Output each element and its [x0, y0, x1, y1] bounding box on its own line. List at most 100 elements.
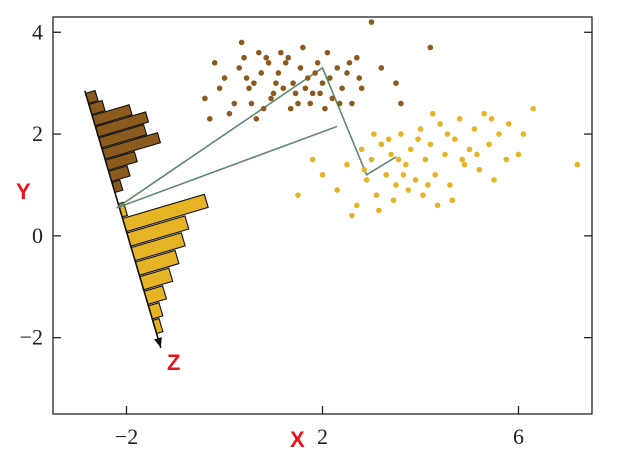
- point-series-b: [471, 126, 478, 132]
- point-series-a: [238, 39, 245, 46]
- point-series-b: [456, 115, 463, 122]
- histograms: [84, 89, 209, 335]
- point-series-b: [407, 146, 414, 153]
- point-series-b: [496, 131, 502, 137]
- point-series-b: [398, 131, 404, 137]
- point-series-a: [319, 80, 326, 86]
- z-axis-letter: Z: [167, 350, 180, 375]
- point-series-a: [253, 115, 260, 122]
- point-series-b: [427, 141, 434, 148]
- point-series-a: [427, 44, 434, 51]
- point-series-a: [309, 90, 316, 97]
- point-series-b: [415, 136, 421, 142]
- point-series-b: [378, 141, 385, 148]
- y-tick-label: 4: [32, 19, 43, 44]
- point-series-a: [241, 54, 247, 61]
- point-series-b: [476, 166, 483, 173]
- point-series-a: [314, 60, 321, 66]
- point-series-b: [530, 105, 536, 112]
- point-series-a: [324, 49, 331, 56]
- point-series-b: [474, 151, 480, 158]
- point-series-a: [349, 100, 355, 107]
- point-series-b: [442, 151, 448, 158]
- point-series-a: [285, 54, 292, 61]
- point-series-b: [390, 197, 397, 204]
- point-series-b: [361, 166, 367, 173]
- point-series-b: [309, 156, 316, 163]
- scatter-points: [202, 19, 581, 219]
- point-series-a: [292, 90, 299, 97]
- point-series-b: [417, 126, 424, 132]
- point-series-a: [290, 80, 296, 86]
- point-series-a: [265, 60, 272, 66]
- projection-lines: [116, 66, 397, 209]
- point-series-b: [481, 110, 488, 117]
- point-series-b: [520, 131, 527, 137]
- point-series-a: [398, 100, 404, 107]
- x-tick-label: 2: [317, 424, 328, 449]
- y-tick-label: 2: [32, 121, 43, 146]
- point-series-a: [243, 75, 250, 81]
- point-series-a: [334, 65, 341, 71]
- point-series-a: [393, 80, 399, 86]
- point-series-b: [491, 177, 497, 183]
- point-series-b: [452, 136, 458, 142]
- point-series-a: [258, 70, 265, 76]
- y-tick-label: 0: [32, 223, 43, 248]
- point-series-a: [322, 105, 328, 112]
- point-series-b: [488, 115, 495, 122]
- point-series-a: [255, 49, 262, 56]
- point-series-b: [515, 151, 522, 158]
- x-axis-letter: X: [290, 427, 305, 452]
- ticks: −2 2 6 −2 0 2 4: [20, 19, 592, 449]
- projection-axis: [84, 90, 162, 349]
- point-series-b: [425, 182, 431, 188]
- point-series-b: [393, 182, 399, 188]
- point-series-b: [422, 156, 429, 163]
- point-series-a: [207, 115, 213, 122]
- projection-path: [116, 66, 397, 209]
- point-series-a: [354, 54, 360, 61]
- point-series-a: [356, 75, 363, 81]
- point-series-a: [295, 100, 301, 107]
- point-series-b: [574, 161, 581, 168]
- point-series-b: [295, 192, 301, 198]
- point-series-b: [447, 182, 453, 188]
- point-series-b: [385, 136, 392, 142]
- y-tick-label: −2: [20, 325, 43, 350]
- point-series-b: [395, 156, 402, 163]
- point-series-a: [346, 60, 353, 66]
- point-series-b: [358, 146, 365, 153]
- projection-axis-arrowhead: [154, 337, 162, 348]
- point-series-a: [251, 80, 257, 86]
- point-series-b: [486, 141, 492, 148]
- point-series-b: [432, 171, 439, 178]
- point-series-b: [466, 146, 473, 153]
- point-series-b: [503, 156, 510, 163]
- point-series-a: [327, 75, 333, 81]
- point-series-b: [434, 202, 441, 209]
- point-series-a: [246, 85, 252, 92]
- x-tick-label: 6: [513, 424, 524, 449]
- point-series-a: [221, 75, 228, 81]
- point-series-b: [444, 131, 451, 137]
- point-series-b: [354, 202, 360, 209]
- point-series-a: [282, 60, 289, 66]
- point-series-b: [400, 171, 407, 178]
- point-series-b: [344, 161, 350, 168]
- point-series-b: [437, 121, 443, 127]
- point-series-a: [378, 65, 385, 71]
- point-series-a: [336, 100, 343, 107]
- point-series-b: [403, 161, 409, 168]
- point-series-a: [260, 105, 267, 112]
- point-series-a: [312, 70, 318, 76]
- point-series-a: [307, 100, 314, 107]
- point-series-b: [349, 212, 355, 219]
- point-series-a: [297, 65, 304, 71]
- point-series-b: [505, 121, 512, 127]
- point-series-b: [461, 161, 468, 168]
- point-series-a: [317, 90, 323, 97]
- point-series-a: [268, 95, 274, 102]
- point-series-b: [334, 187, 341, 193]
- point-series-b: [376, 207, 382, 214]
